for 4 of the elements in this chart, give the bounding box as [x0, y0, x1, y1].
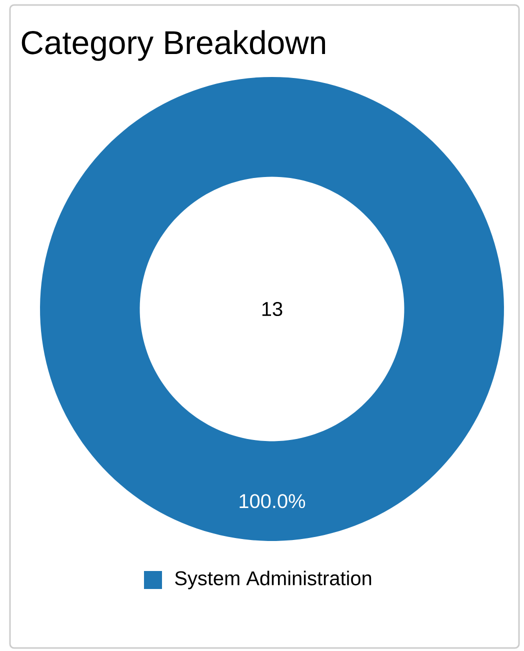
text: 13 — [262, 302, 282, 316]
data-label: 100.0% — [240, 494, 306, 508]
legend-label: System Administration — [175, 570, 372, 590]
chart-title: Category Breakdown — [22, 30, 326, 61]
